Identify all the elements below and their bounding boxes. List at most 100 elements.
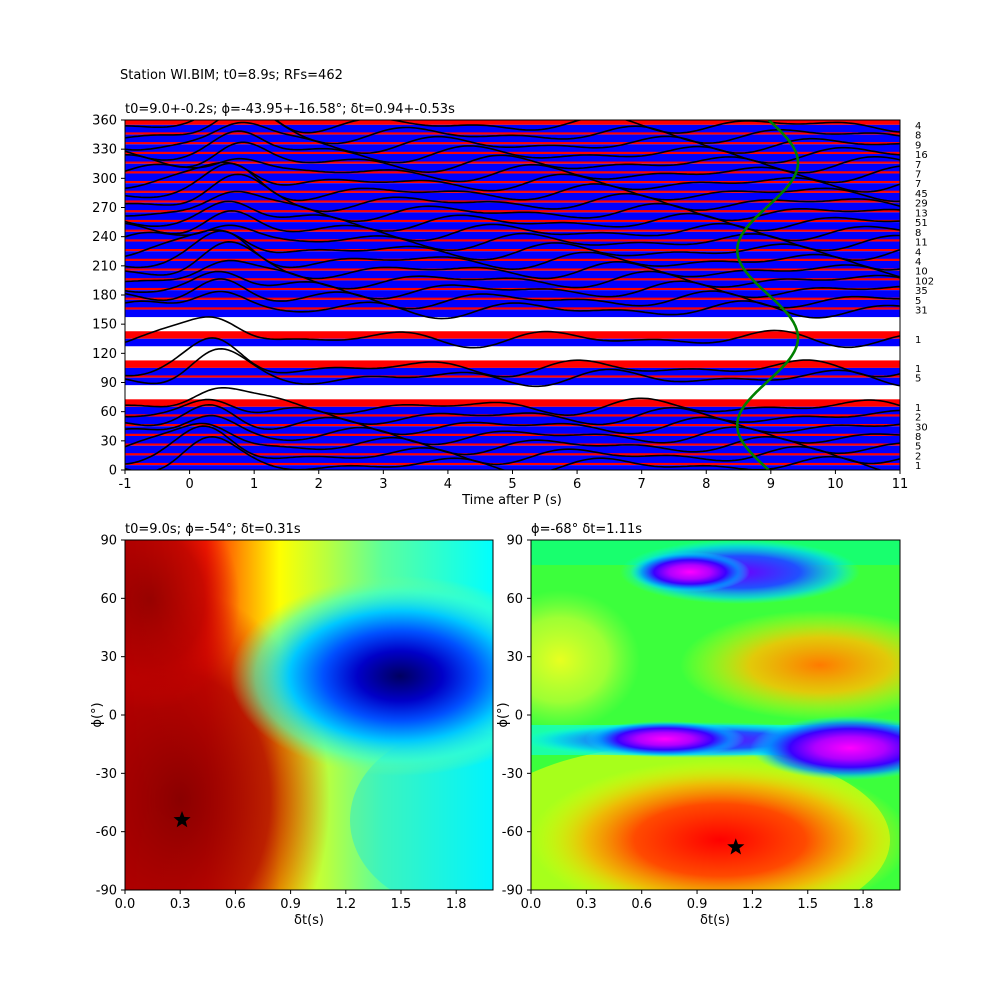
y-tick-label: 90 (506, 534, 523, 549)
trace-count-label: 2 (915, 413, 921, 424)
negative-band (125, 445, 900, 454)
receiver-function-trace (125, 403, 900, 436)
receiver-function-trace (125, 425, 900, 466)
receiver-function-trace (125, 130, 900, 164)
receiver-function-trace (125, 209, 900, 242)
receiver-function-trace (125, 414, 900, 446)
negative-band (125, 241, 900, 250)
negative-band (125, 455, 900, 463)
x-tick-label: 0.3 (170, 897, 191, 912)
trace-count-label: 5 (915, 442, 921, 453)
x-tick-label: 0.0 (115, 897, 136, 912)
y-tick-label: 30 (506, 650, 523, 665)
trace-count-label: 16 (915, 150, 928, 161)
negative-band (125, 309, 900, 318)
trace-count-label: 29 (915, 199, 928, 210)
harmonic-fit-curve (736, 120, 800, 470)
negative-band (125, 280, 900, 288)
right-x-axis-label: δt(s) (700, 913, 730, 928)
trace-count-label: 4 (915, 257, 921, 268)
receiver-function-panel: t0=9.0+-0.2s; ϕ=-43.95+-16.58°; δt=0.94+… (92, 102, 934, 508)
x-tick-label: 9 (767, 477, 775, 492)
y-tick-label: 0 (515, 709, 523, 724)
receiver-function-trace (125, 387, 900, 417)
trace-count-label: 7 (915, 179, 921, 190)
x-tick-label: 0.9 (280, 897, 301, 912)
x-tick-label: 1.5 (797, 897, 818, 912)
negative-band (125, 406, 900, 415)
y-tick-label: 330 (92, 143, 117, 158)
negative-band (125, 134, 900, 143)
receiver-function-trace (125, 435, 883, 470)
y-tick-label: 120 (92, 347, 117, 362)
receiver-function-trace (125, 398, 900, 426)
y-tick-label: 90 (100, 534, 117, 549)
x-tick-label: 6 (573, 477, 581, 492)
y-tick-label: -90 (96, 884, 117, 899)
negative-band (125, 465, 900, 470)
right-misfit-heatmap: ϕ=-68° δt=1.11s 0.0 0.3 0.6 0.9 1.2 1.5 1.8 -9… (496, 522, 901, 928)
y-tick-label: 210 (92, 259, 117, 274)
left-panel-title: t0=9.0s; ϕ=-54°; δt=0.31s (125, 522, 301, 537)
receiver-function-trace (125, 422, 900, 456)
trace-count-label: 1 (915, 403, 921, 414)
x-tick-label: 1.8 (853, 897, 874, 912)
trace-count-label: 2 (915, 451, 921, 462)
y-tick-label: 60 (100, 592, 117, 607)
trace-count-label: 4 (915, 121, 921, 132)
positive-band (125, 120, 900, 125)
x-tick-label: 0.3 (576, 897, 597, 912)
left-misfit-heatmap: t0=9.0s; ϕ=-54°; δt=0.31s 0.0 0.3 0.6 0.9 1.… (90, 522, 494, 928)
x-tick-label: 0.0 (521, 897, 542, 912)
y-tick-label: -60 (502, 825, 523, 840)
negative-band (125, 154, 900, 162)
y-tick-label: 150 (92, 318, 117, 333)
receiver-function-trace (125, 229, 900, 261)
receiver-function-trace (125, 173, 900, 213)
x-tick-label: 0 (185, 477, 193, 492)
x-tick-label: 4 (444, 477, 452, 492)
receiver-function-trace (125, 161, 900, 193)
trace-count-label: 7 (915, 169, 921, 180)
right-heatmap-surface (531, 540, 900, 890)
x-tick-label: 1.2 (742, 897, 763, 912)
x-tick-label: 1.8 (446, 897, 467, 912)
trace-count-label: 7 (915, 160, 921, 171)
negative-band (125, 144, 900, 152)
x-tick-label: 0.6 (631, 897, 652, 912)
y-tick-label: 60 (100, 405, 117, 420)
trace-count-label: 1 (915, 461, 921, 472)
left-x-axis-label: δt(s) (294, 913, 324, 928)
trace-count-label: 51 (915, 218, 928, 229)
negative-band (125, 251, 900, 259)
figure-suptitle: Station WI.BIM; t0=8.9s; RFs=462 (120, 68, 343, 83)
x-tick-label: 5 (508, 477, 516, 492)
x-tick-label: 7 (638, 477, 646, 492)
top-x-axis-label: Time after P (s) (461, 493, 562, 508)
left-heatmap-surface (125, 540, 493, 890)
trace-count-label: 35 (915, 286, 928, 297)
negative-band (125, 212, 900, 220)
y-tick-label: 0 (109, 709, 117, 724)
y-tick-label: -30 (502, 767, 523, 782)
top-panel-title: t0=9.0+-0.2s; ϕ=-43.95+-16.58°; δt=0.94+… (125, 102, 455, 117)
right-panel-title: ϕ=-68° δt=1.11s (531, 522, 642, 537)
x-tick-label: 11 (892, 477, 909, 492)
x-tick-label: 1 (250, 477, 258, 492)
negative-band (125, 426, 900, 434)
negative-band (125, 290, 900, 298)
y-tick-label: 180 (92, 289, 117, 304)
positive-band (125, 360, 900, 368)
x-tick-label: 3 (379, 477, 387, 492)
negative-band (125, 270, 900, 279)
negative-band (125, 231, 900, 240)
best-fit-star-icon (727, 838, 745, 855)
trace-count-label: 1 (915, 364, 921, 375)
x-tick-label: 2 (315, 477, 323, 492)
receiver-function-trace (125, 121, 900, 154)
y-tick-label: -30 (96, 767, 117, 782)
y-tick-label: 360 (92, 114, 117, 129)
trace-count-label: 5 (915, 296, 921, 307)
receiver-function-trace (125, 337, 900, 378)
trace-count-label: 10 (915, 267, 928, 278)
